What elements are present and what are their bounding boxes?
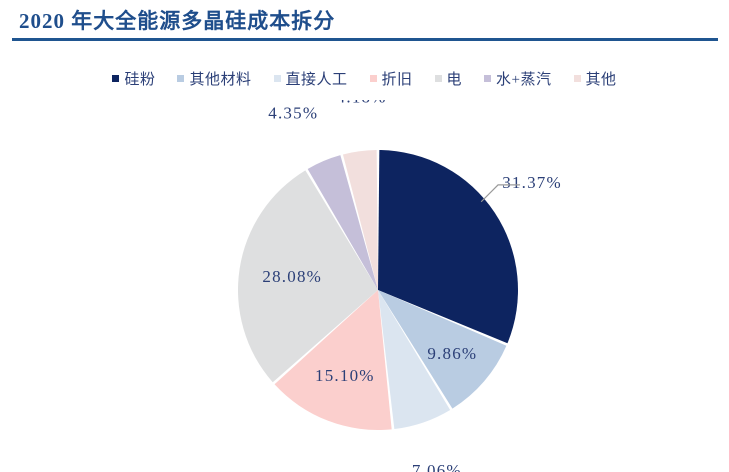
- pie-slice-label: 28.08%: [262, 267, 322, 286]
- pie-chart-area: 31.37% 9.86% 7.06% 15.10% 28.08% 4.35% 4.18%: [0, 100, 729, 472]
- pie-slice-label: 7.06%: [412, 461, 462, 472]
- legend-item[interactable]: 其他: [573, 68, 617, 89]
- legend-item[interactable]: 水+蒸汽: [484, 68, 551, 89]
- pie-slice[interactable]: [274, 290, 392, 431]
- pie-slice-label: 31.37%: [502, 173, 562, 192]
- pie-slice-label: 4.35%: [268, 103, 318, 122]
- pie-chart-svg: 31.37% 9.86% 7.06% 15.10% 28.08% 4.35% 4.18%: [238, 100, 562, 472]
- chart-legend: 硅粉 其他材料 直接人工 折旧 电 水+蒸汽 其他: [0, 68, 729, 89]
- legend-item-label: 其他材料: [189, 72, 252, 88]
- legend-item-label: 硅粉: [124, 72, 156, 88]
- legend-item-label: 直接人工: [285, 72, 348, 88]
- chart-header: 2020 年大全能源多晶硅成本拆分: [0, 0, 729, 48]
- legend-item-label: 折旧: [381, 72, 413, 88]
- legend-item-label: 其他: [585, 72, 617, 88]
- pie-slice[interactable]: [378, 150, 518, 344]
- legend-color-swatch: [273, 75, 281, 82]
- pie-slice-label: 4.18%: [337, 100, 387, 107]
- legend-item[interactable]: 折旧: [369, 68, 413, 89]
- pie-slice[interactable]: [378, 290, 451, 430]
- legend-item[interactable]: 电: [434, 68, 463, 89]
- legend-item[interactable]: 直接人工: [273, 68, 348, 89]
- legend-color-swatch: [112, 75, 120, 82]
- page-title: 2020 年大全能源多晶硅成本拆分: [19, 9, 336, 33]
- pie-slice[interactable]: [307, 155, 378, 290]
- pie-slice-label: 9.86%: [427, 344, 477, 363]
- legend-color-swatch: [573, 75, 581, 82]
- pie-slice-label: 15.10%: [315, 366, 375, 385]
- legend-color-swatch: [369, 75, 377, 82]
- pie-slice[interactable]: [342, 150, 378, 290]
- legend-item[interactable]: 其他材料: [177, 68, 251, 89]
- legend-item-label: 水+蒸汽: [496, 72, 552, 88]
- label-leader-line: [480, 184, 521, 203]
- header-divider: [12, 38, 718, 41]
- legend-color-swatch: [434, 75, 442, 82]
- legend-color-swatch: [484, 75, 492, 82]
- legend-color-swatch: [177, 75, 185, 82]
- pie-slice[interactable]: [238, 170, 378, 383]
- legend-item-label: 电: [446, 72, 463, 88]
- pie-slice[interactable]: [378, 290, 507, 409]
- legend-item[interactable]: 硅粉: [112, 68, 155, 89]
